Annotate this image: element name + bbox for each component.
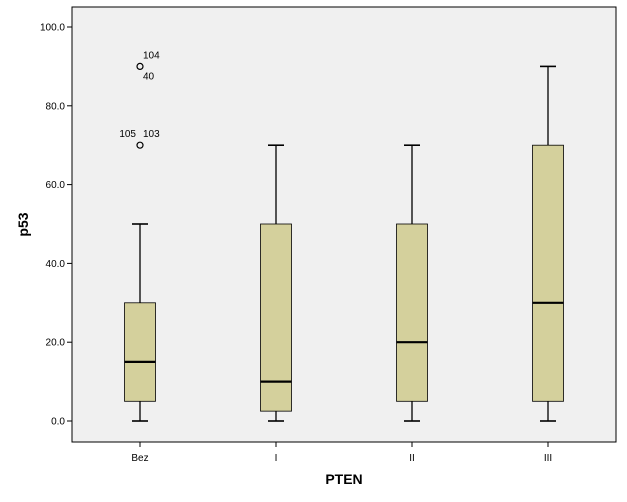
x-tick-label: III bbox=[544, 453, 552, 464]
outlier-point bbox=[136, 141, 144, 149]
iqr-box bbox=[396, 223, 428, 402]
outlier-label: 104 bbox=[143, 50, 160, 61]
box-ii bbox=[396, 144, 428, 422]
y-tick-label: 20.0 bbox=[46, 338, 66, 349]
outlier-label: 105 bbox=[119, 129, 136, 140]
outlier-point bbox=[136, 62, 144, 71]
x-axis-title: PTEN bbox=[325, 471, 362, 487]
outlier-label: 103 bbox=[143, 129, 160, 140]
boxes-group bbox=[124, 65, 564, 422]
y-tick-label: 0.0 bbox=[51, 417, 65, 428]
outlier-label: 40 bbox=[143, 71, 155, 82]
y-tick-label: 40.0 bbox=[46, 259, 66, 270]
x-tick-label: II bbox=[409, 453, 415, 464]
y-axis-title: p53 bbox=[15, 212, 31, 236]
plot-area bbox=[71, 6, 617, 443]
iqr-box bbox=[532, 144, 564, 402]
x-axis: Bez I II III bbox=[131, 442, 552, 464]
y-tick-label: 60.0 bbox=[46, 180, 66, 191]
x-tick-label: I bbox=[275, 453, 278, 464]
iqr-box bbox=[124, 302, 156, 402]
x-tick-label: Bez bbox=[131, 453, 148, 464]
box-iii bbox=[532, 65, 564, 422]
box-i bbox=[260, 144, 292, 422]
iqr-box bbox=[260, 223, 292, 412]
box-bez bbox=[124, 223, 156, 422]
y-axis: 0.0 20.0 40.0 60.0 80.0 100.0 bbox=[40, 23, 72, 428]
y-tick-label: 80.0 bbox=[46, 101, 66, 112]
outliers-group: 104 40 105 103 bbox=[119, 50, 160, 149]
y-tick-label: 100.0 bbox=[40, 23, 65, 34]
